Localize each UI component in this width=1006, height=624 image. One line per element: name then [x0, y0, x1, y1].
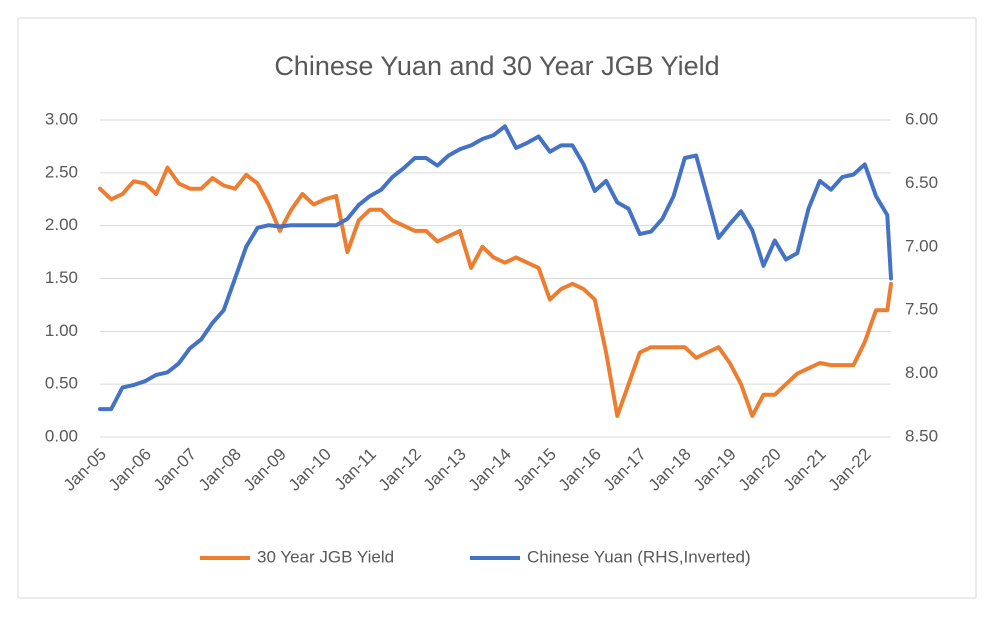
legend-label: 30 Year JGB Yield: [257, 547, 394, 566]
y-tick-label: 1.50: [45, 268, 78, 287]
y-tick-label: 0.50: [45, 374, 78, 393]
y-tick-label: 0.00: [45, 426, 78, 445]
y-tick-label: 1.00: [45, 321, 78, 340]
y-tick-label: 3.00: [45, 109, 78, 128]
y-tick-label: 2.50: [45, 162, 78, 181]
y2-tick-label: 8.00: [905, 363, 938, 382]
legend-label: Chinese Yuan (RHS,Inverted): [527, 547, 751, 566]
y2-tick-label: 6.50: [905, 173, 938, 192]
y2-tick-label: 8.50: [905, 426, 938, 445]
series-line: [98, 124, 893, 412]
y2-tick-label: 7.00: [905, 236, 938, 255]
chart-title: Chinese Yuan and 30 Year JGB Yield: [274, 51, 719, 81]
y2-tick-label: 6.00: [905, 109, 938, 128]
y2-tick-label: 7.50: [905, 300, 938, 319]
chart-frame: [17, 17, 977, 599]
series-line: [98, 165, 893, 418]
y-tick-label: 2.00: [45, 215, 78, 234]
